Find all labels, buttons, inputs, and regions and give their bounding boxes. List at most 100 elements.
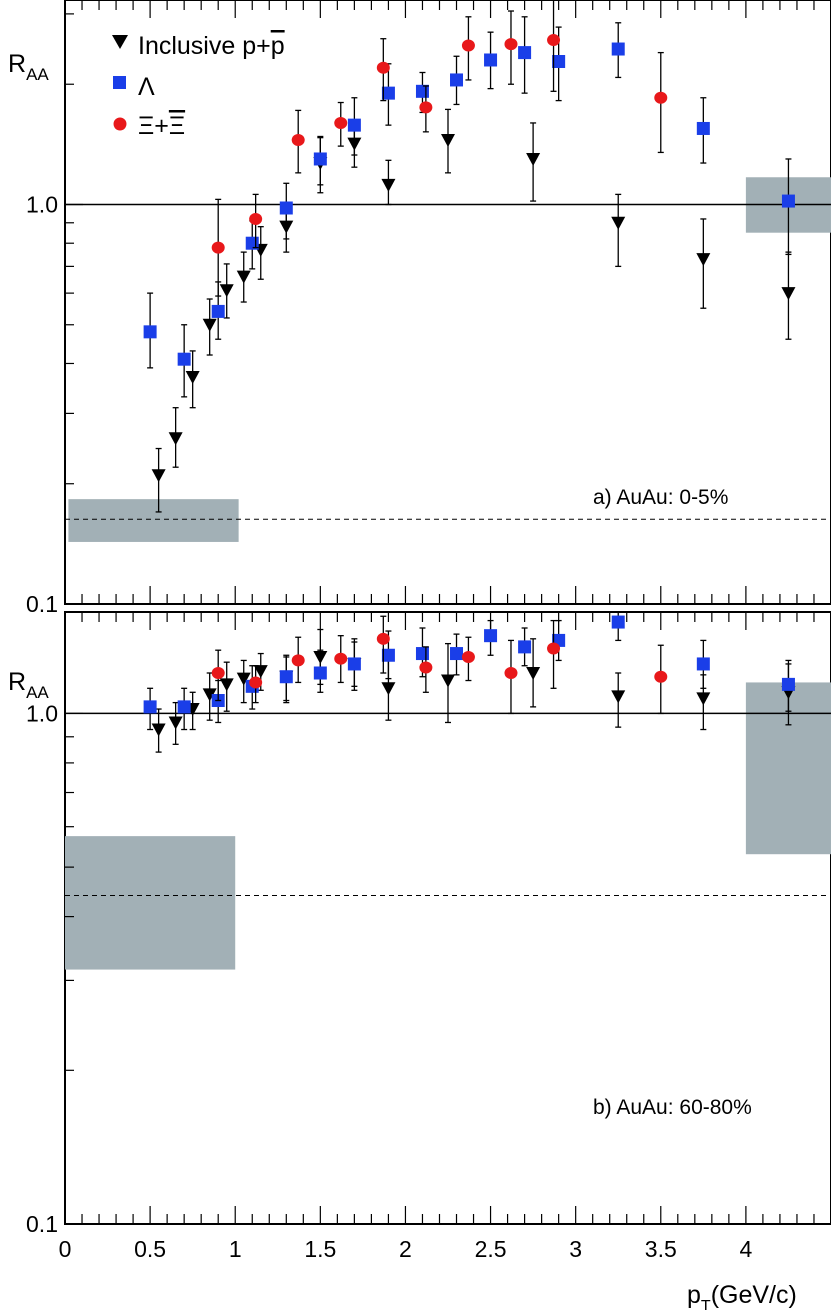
xi-marker — [334, 116, 348, 129]
xi-marker — [547, 34, 561, 47]
reference-lines — [65, 203, 831, 896]
inclusive-marker — [151, 469, 166, 483]
xi-marker — [211, 667, 225, 680]
x-tick-label: 1.5 — [304, 1236, 336, 1262]
legend-label-xi: Ξ+Ξ — [138, 112, 185, 140]
xi-marker — [504, 667, 518, 680]
inclusive-marker — [611, 216, 626, 230]
lambda-marker — [450, 647, 464, 661]
lambda-marker — [781, 677, 795, 691]
legend-item-inclusive: Inclusive p+p — [112, 32, 285, 60]
inclusive-marker — [236, 672, 251, 686]
panel-frame-a — [64, 0, 831, 605]
x-tick-label: 3.5 — [645, 1236, 677, 1262]
inclusive-marker — [236, 270, 251, 284]
lambda-marker — [611, 42, 625, 56]
panel-label-a: a) AuAu: 0-5% — [593, 486, 728, 509]
lambda-marker — [313, 152, 327, 166]
xi-marker — [376, 632, 390, 645]
lambda-marker — [611, 615, 625, 629]
y-axis-title-b: RAA — [8, 668, 49, 702]
legend-label-lambda: Λ — [138, 73, 155, 101]
lambda-marker — [518, 640, 532, 654]
inclusive-marker — [168, 432, 183, 446]
lambda-marker — [518, 46, 532, 60]
lambda-marker — [279, 201, 293, 215]
legend: Inclusive p+p Λ Ξ+Ξ — [112, 32, 285, 140]
lambda-marker — [177, 700, 191, 714]
inclusive-marker — [219, 284, 234, 298]
inclusive-marker — [781, 287, 796, 301]
xi-marker — [504, 38, 518, 51]
lambda-marker — [313, 666, 327, 680]
lambda-marker — [381, 86, 395, 100]
lambda-marker — [381, 648, 395, 662]
y-tick-label-b: 0.1 — [26, 1211, 58, 1237]
xi-marker — [461, 39, 475, 52]
x-tick-label: 0.5 — [134, 1236, 166, 1262]
inclusive-marker — [526, 667, 541, 681]
lambda-marker — [484, 629, 498, 643]
lambda-marker — [211, 304, 225, 318]
inclusive-marker — [219, 678, 234, 692]
panel-label-b: b) AuAu: 60-80% — [593, 1096, 752, 1119]
inclusive-marker — [202, 318, 217, 332]
inclusive-marker — [441, 134, 455, 148]
plot-frame — [64, 0, 831, 1225]
inclusive-marker — [526, 152, 541, 166]
inclusive-marker — [151, 723, 166, 737]
x-tick-label: 1 — [229, 1236, 242, 1262]
x-tick-label: 4 — [739, 1236, 752, 1262]
y-axis-title-a: RAA — [8, 50, 49, 84]
normalization-band-a — [68, 499, 239, 542]
x-tick-label: 0 — [59, 1236, 72, 1262]
lambda-marker — [450, 73, 464, 87]
lambda-marker — [415, 84, 429, 98]
legend-marker-circle — [113, 117, 127, 131]
inclusive-marker — [253, 665, 268, 679]
xi-marker — [376, 61, 390, 74]
inclusive-marker — [381, 178, 396, 192]
xi-marker — [654, 670, 668, 683]
legend-item-lambda: Λ — [113, 73, 155, 101]
inclusive-marker — [696, 692, 711, 706]
lambda-marker — [415, 647, 429, 661]
normalization-band-b — [65, 836, 236, 970]
lambda-marker — [143, 700, 157, 714]
lambda-marker — [143, 325, 157, 339]
legend-marker-square — [113, 76, 126, 89]
inclusive-marker — [381, 682, 396, 696]
xi-marker — [334, 652, 348, 665]
inclusive-marker — [696, 253, 711, 267]
xi-marker — [461, 650, 475, 663]
inclusive-marker — [441, 674, 455, 688]
x-tick-label: 3 — [569, 1236, 582, 1262]
inclusive-marker — [611, 690, 626, 704]
inclusive-marker — [202, 688, 217, 702]
x-axis-title: pT(GeV/c) — [687, 1281, 797, 1310]
xi-marker — [419, 661, 433, 674]
lambda-marker — [279, 670, 293, 684]
xi-marker — [249, 676, 263, 689]
xi-marker — [249, 212, 263, 225]
y-tick-label-a: 0.1 — [26, 591, 58, 617]
y-tick-label-a: 1.0 — [26, 191, 58, 217]
data-points — [143, 0, 796, 753]
x-tick-label: 2 — [399, 1236, 412, 1262]
lambda-marker — [696, 121, 710, 135]
xi-marker — [291, 654, 305, 667]
xi-marker — [211, 241, 225, 254]
lambda-marker — [696, 657, 710, 671]
lambda-marker — [781, 194, 795, 208]
y-tick-label-b: 1.0 — [26, 700, 58, 726]
inclusive-marker — [168, 716, 183, 730]
legend-marker-triangle — [112, 35, 128, 49]
xi-marker — [419, 101, 433, 114]
lambda-marker — [177, 352, 191, 366]
axis-ticks — [64, 0, 831, 1225]
systematic-bands — [65, 177, 831, 970]
xi-marker — [547, 642, 561, 655]
xi-marker — [291, 134, 305, 147]
x-tick-label: 2.5 — [475, 1236, 507, 1262]
